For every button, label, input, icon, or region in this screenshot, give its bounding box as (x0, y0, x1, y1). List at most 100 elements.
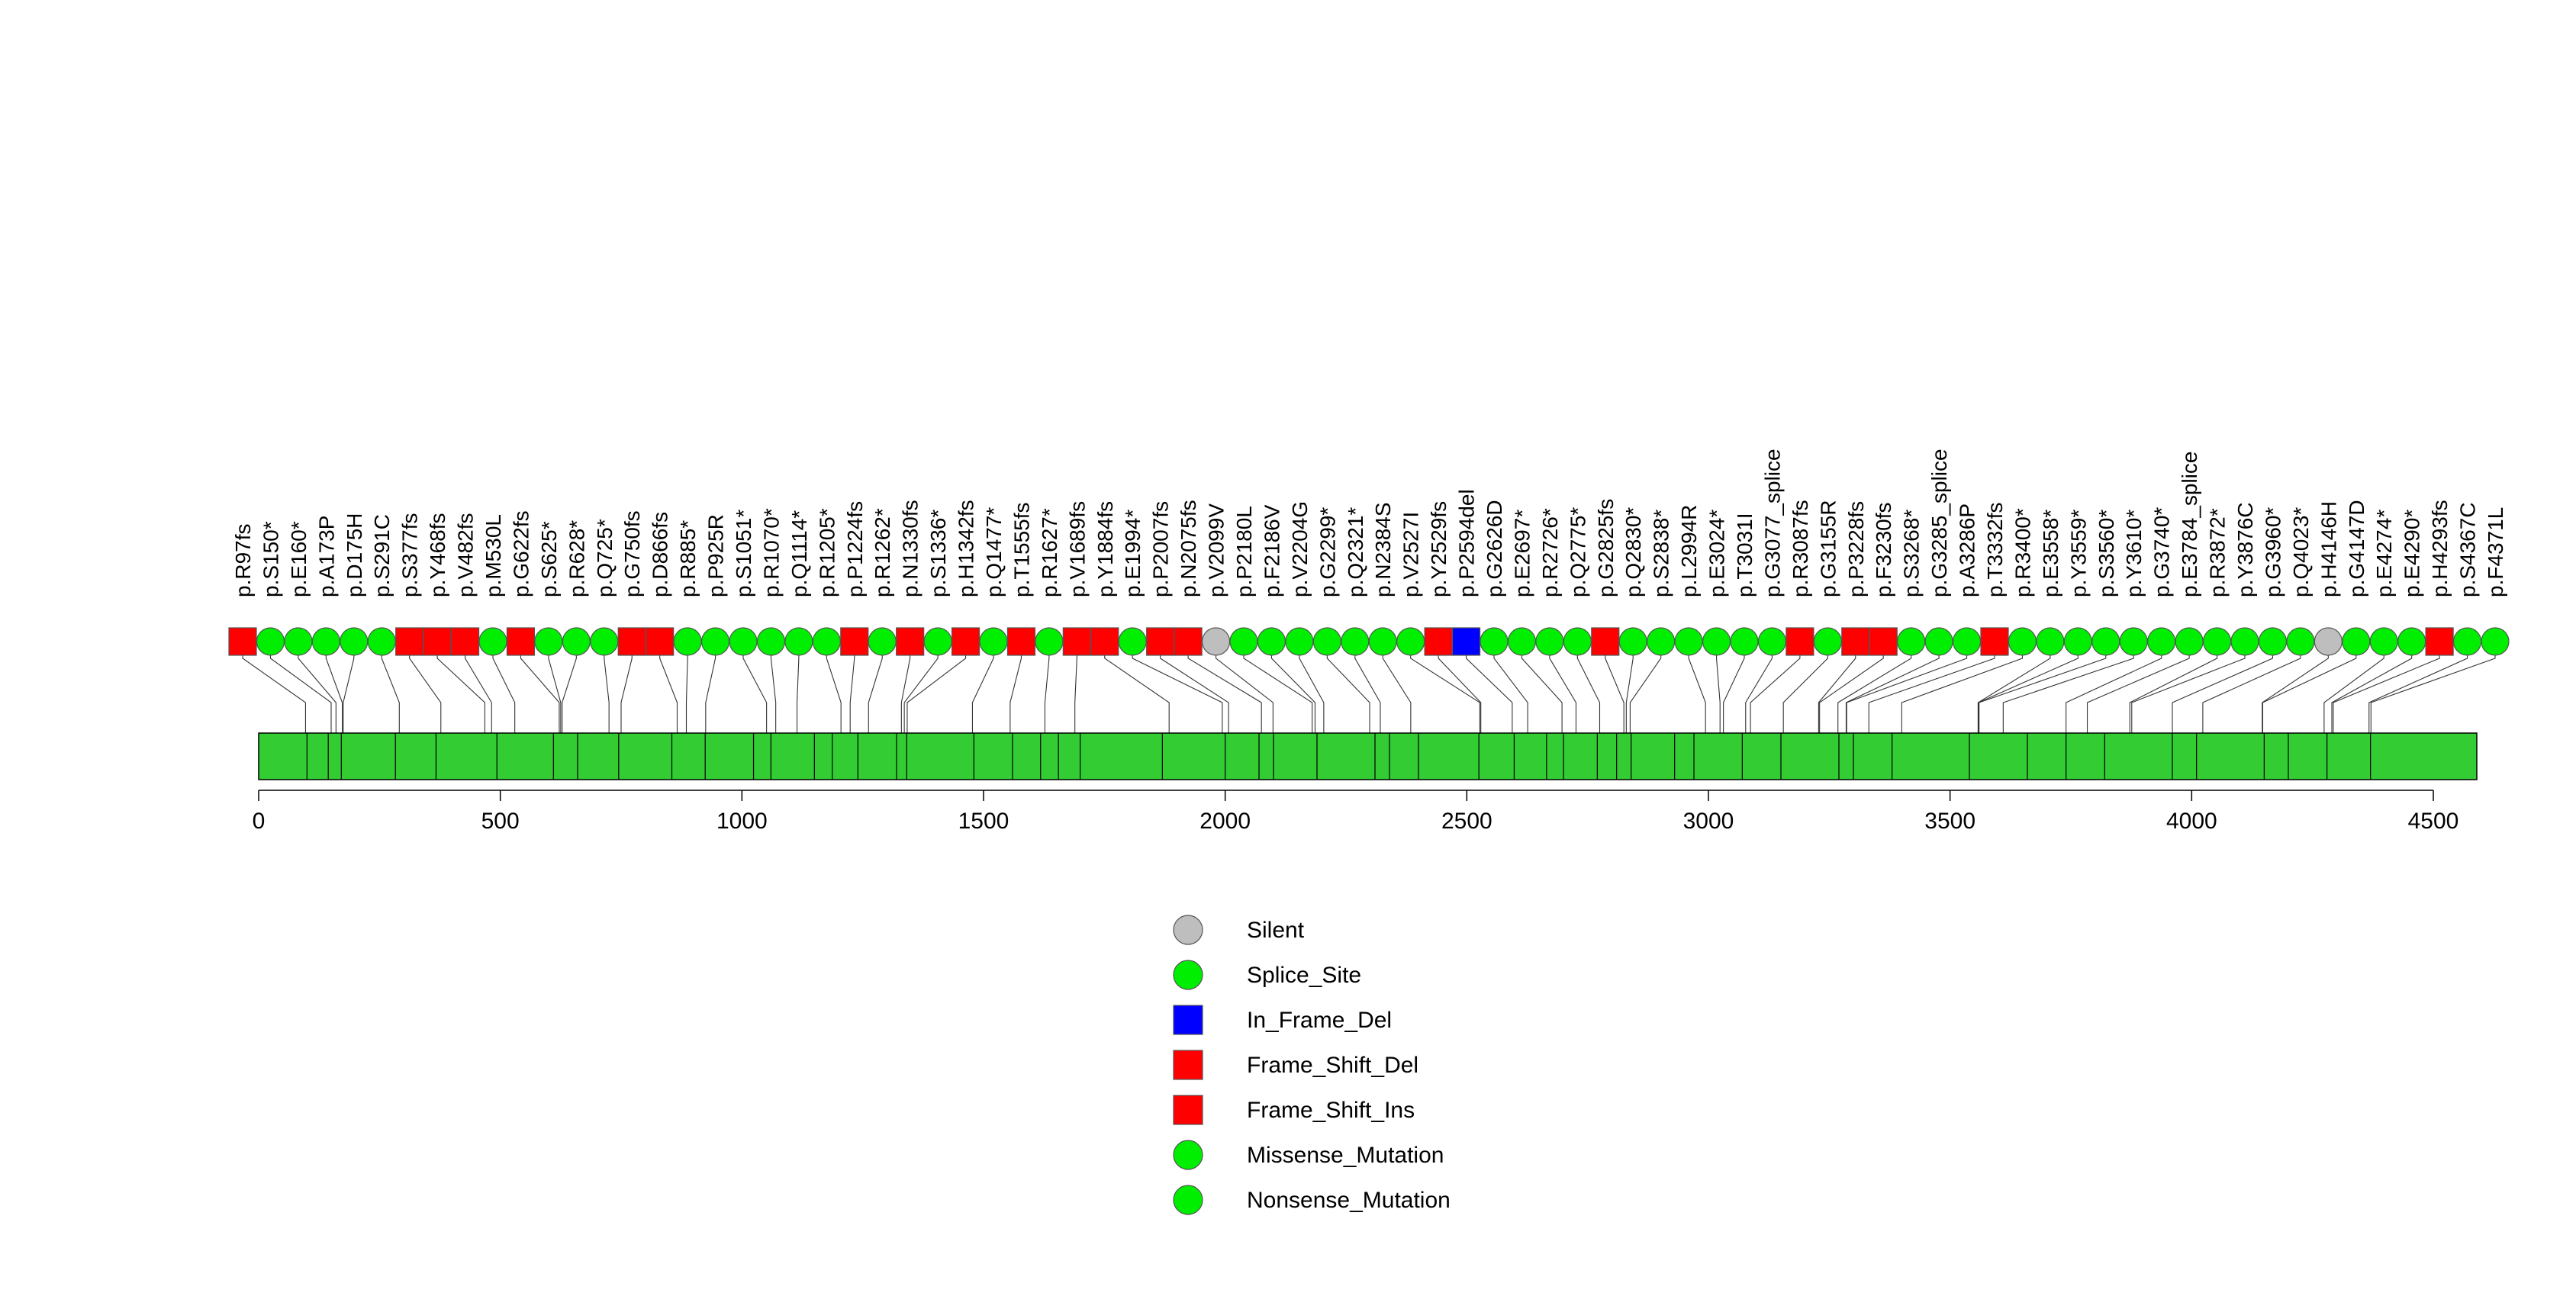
mutation-marker (812, 627, 841, 656)
connector-line (1846, 655, 1968, 733)
mutation-label: p.G2626D (1483, 500, 1506, 597)
connector-line (868, 655, 883, 733)
connector-line (659, 655, 678, 733)
mutation-label: p.E160* (287, 521, 311, 597)
connector-line (465, 655, 492, 733)
mutation-label: p.L2994R (1677, 505, 1701, 597)
mutation-label: p.P1224fs (843, 501, 867, 597)
mutation-label: p.N2075fs (1177, 500, 1200, 597)
mutation-marker (646, 627, 675, 656)
mutation-marker (1757, 627, 1787, 656)
mutation-marker (1591, 627, 1620, 656)
mutation-label: p.G3960* (2261, 507, 2285, 597)
mutation-label: p.G3155R (1816, 500, 1840, 597)
mutation-label: p.Y468fs (426, 513, 449, 597)
mutation-label: p.T3332fs (1983, 502, 2007, 597)
mutation-marker (2314, 627, 2343, 656)
connector-line (2131, 655, 2246, 733)
mutation-label: p.T1555fs (1009, 502, 1033, 597)
x-tick-label: 4000 (2166, 809, 2217, 834)
mutation-marker (1480, 627, 1509, 656)
connector-line (325, 655, 343, 733)
mutation-marker (1229, 627, 1258, 656)
mutation-marker (1174, 627, 1203, 656)
mutation-marker (450, 627, 480, 656)
connector-line (1044, 655, 1050, 733)
connector-line (1354, 655, 1381, 733)
mutation-label: p.S3268* (1900, 510, 1924, 597)
mutation-label: p.Y1884fs (1093, 501, 1117, 597)
legend: Silent Splice_Site In_Frame_Del Frame_Shift… (1173, 915, 1451, 1215)
mutation-marker (1341, 627, 1370, 656)
mutation-label: p.F4371L (2484, 507, 2507, 597)
mutation-marker (2286, 627, 2315, 656)
connector-line (1160, 655, 1229, 733)
mutation-marker (1035, 627, 1064, 656)
mutation-label: p.D175H (343, 513, 366, 597)
mutation-label: p.P2594del (1455, 489, 1479, 597)
connector-line (903, 655, 939, 733)
mutation-marker (340, 627, 369, 656)
connector-line (1978, 655, 2079, 733)
mutation-label: p.Y3610* (2122, 510, 2146, 597)
mutation-marker (1090, 627, 1119, 656)
connector-line (1605, 655, 1624, 733)
connector-line (1629, 655, 1662, 733)
mutation-marker (840, 627, 869, 656)
mutation-marker (1869, 627, 1898, 656)
mutation-label: p.P3228fs (1844, 501, 1868, 597)
mutation-label: p.V1689fs (1065, 501, 1089, 597)
legend-swatch (1173, 1005, 1203, 1035)
connector-line (2002, 655, 2134, 733)
mutation-label: p.G3740* (2150, 507, 2174, 597)
mutation-marker (2202, 627, 2232, 656)
connector-line (770, 655, 777, 733)
mutation-label: p.R3872* (2206, 508, 2230, 597)
mutation-marker (1952, 627, 1982, 656)
connector-line (1837, 655, 1912, 733)
mutation-label: p.E3558* (2039, 510, 2062, 597)
connector-line (1868, 655, 1995, 733)
mutation-marker (617, 627, 646, 656)
x-tick-label: 2000 (1199, 809, 1251, 834)
connector-line (705, 655, 716, 733)
legend-label: Silent (1247, 918, 1305, 943)
mutation-marker (590, 627, 619, 656)
mutation-label: p.S3560* (2095, 510, 2118, 597)
mutation-label: p.R1070* (759, 508, 783, 597)
mutation-marker (1563, 627, 1592, 656)
mutation-marker (1201, 627, 1231, 656)
legend-label: Splice_Site (1247, 963, 1361, 988)
connector-line (1438, 655, 1482, 733)
connector-line (742, 655, 768, 733)
mutation-label: p.R3087fs (1789, 500, 1812, 597)
connector-line (242, 655, 306, 733)
connector-line (2202, 655, 2301, 733)
mutation-label: p.S4367C (2456, 502, 2480, 597)
connector-line (685, 655, 688, 733)
connector-line (1466, 655, 1513, 733)
mutation-marker (1396, 627, 1425, 656)
mutation-marker (1507, 627, 1537, 656)
mutation-marker (284, 627, 313, 656)
mutation-label: p.P2180L (1232, 506, 1256, 597)
mutation-label: p.R3400* (2011, 508, 2034, 597)
legend-label: In_Frame_Del (1247, 1008, 1392, 1033)
mutation-label: p.F3230fs (1872, 502, 1895, 597)
mutation-marker (1980, 627, 2009, 656)
mutation-label: p.P2007fs (1149, 501, 1173, 597)
mutation-label: p.S625* (537, 521, 561, 597)
connector-line (548, 655, 562, 733)
connector-line (492, 655, 516, 733)
connector-line (1216, 655, 1274, 733)
connector-line (1576, 655, 1601, 733)
mutation-marker (367, 627, 396, 656)
mutation-label: p.E4274* (2372, 510, 2396, 597)
connector-line (1410, 655, 1480, 733)
mutation-marker (2397, 627, 2426, 656)
legend-swatch (1173, 1185, 1203, 1215)
mutation-label: p.A3286P (1956, 503, 1979, 597)
mutation-marker (979, 627, 1008, 656)
mutation-marker (2452, 627, 2482, 656)
